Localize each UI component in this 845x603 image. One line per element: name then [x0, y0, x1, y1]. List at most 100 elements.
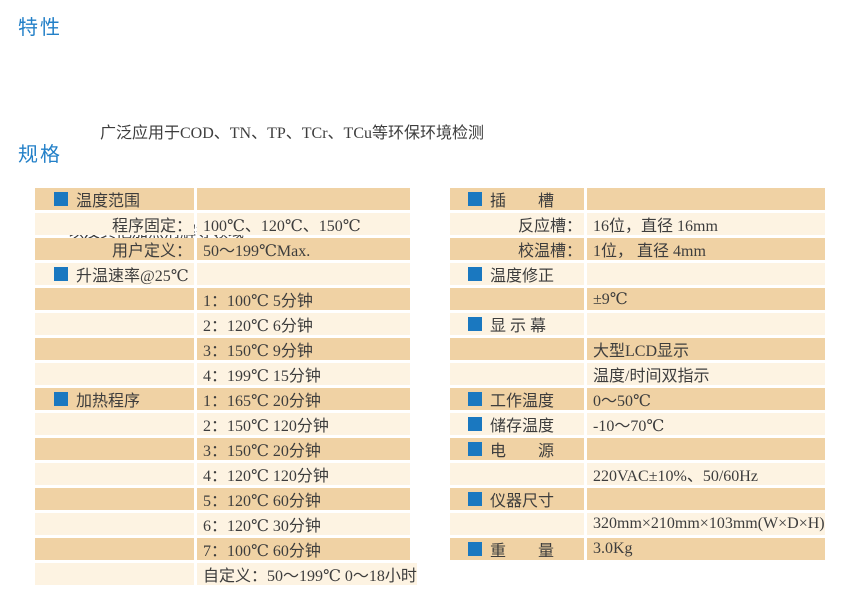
- right-spec-row-11-label-cell: 电 源: [450, 438, 584, 460]
- left-spec-row-5: 1：100℃ 5分钟: [35, 288, 410, 310]
- right-spec-row-7: 大型LCD显示: [450, 338, 825, 360]
- right-spec-row-15-label: 重 量: [490, 543, 555, 560]
- left-spec-row-6: 2：120℃ 6分钟: [35, 313, 410, 335]
- right-spec-row-12: 220VAC±10%、50/60Hz: [450, 463, 825, 485]
- specs-section-title: 规格: [18, 144, 62, 166]
- right-spec-row-5: ±9℃: [450, 288, 825, 310]
- right-spec-row-8: 温度/时间双指示: [450, 363, 825, 385]
- right-spec-row-6-label-cell: 显 示 幕: [450, 313, 584, 335]
- left-spec-row-9-value: 1：165℃ 20分钟: [197, 388, 410, 410]
- left-spec-row-14-value: 6：120℃ 30分钟: [197, 513, 410, 535]
- right-spec-row-6-value: [587, 313, 825, 335]
- right-spec-row-9-label-cell: 工作温度: [450, 388, 584, 410]
- left-spec-row-16: 自定义：50～199℃ 0～18小时: [35, 563, 417, 585]
- left-spec-row-14: 6：120℃ 30分钟: [35, 513, 410, 535]
- right-spec-row-12-value: 220VAC±10%、50/60Hz: [587, 463, 825, 485]
- right-spec-row-4-value: [587, 263, 825, 285]
- blue-square-bullet-icon: [54, 392, 68, 406]
- right-spec-row-5-label-cell: [450, 288, 584, 310]
- right-spec-row-9-value: 0～50℃: [587, 388, 825, 410]
- left-spec-row-8-value: 4：199℃ 15分钟: [197, 363, 410, 385]
- blue-square-bullet-icon: [468, 267, 482, 281]
- right-spec-row-9-label: 工作温度: [490, 393, 555, 410]
- right-spec-row-4: 温度修正: [450, 263, 825, 285]
- left-spec-row-11-label-cell: [35, 438, 194, 460]
- right-spec-row-1-value: [587, 188, 825, 210]
- left-spec-row-3-value: 50～199℃Max.: [197, 238, 410, 260]
- right-spec-row-12-label-cell: [450, 463, 584, 485]
- blue-square-bullet-icon: [54, 267, 68, 281]
- right-spec-row-6: 显 示 幕: [450, 313, 825, 335]
- right-spec-row-5-value: ±9℃: [587, 288, 825, 310]
- right-spec-row-10-value: -10～70℃: [587, 413, 825, 435]
- left-spec-row-3-label: 用户定义：: [111, 243, 192, 260]
- right-spec-row-15-label-cell: 重 量: [450, 538, 584, 560]
- left-spec-row-2-value: 100℃、120℃、150℃: [197, 213, 410, 235]
- left-spec-row-15-value: 7：100℃ 60分钟: [197, 538, 410, 560]
- left-spec-row-4-value: [197, 263, 410, 285]
- right-spec-row-3-label: 校温槽：: [517, 243, 582, 260]
- right-spec-row-13-label: 仪器尺寸: [490, 493, 555, 510]
- left-spec-row-14-label-cell: [35, 513, 194, 535]
- left-spec-row-10-value: 2：150℃ 120分钟: [197, 413, 410, 435]
- right-spec-row-11: 电 源: [450, 438, 825, 460]
- left-spec-row-2: 程序固定： 100℃、120℃、150℃: [35, 213, 410, 235]
- left-spec-row-7: 3：150℃ 9分钟: [35, 338, 410, 360]
- blue-square-bullet-icon: [468, 492, 482, 506]
- features-line-1: 广泛应用于COD、TN、TP、TCr、TCu等环保环境检测: [100, 125, 485, 142]
- right-spec-row-6-label: 显 示 幕: [490, 318, 547, 335]
- right-spec-row-1: 插 槽: [450, 188, 825, 210]
- spec-table-temperature-programs: 温度范围程序固定： 100℃、120℃、150℃ 用户定义： 50～199℃Max. 升…: [35, 188, 417, 588]
- left-spec-row-8: 4：199℃ 15分钟: [35, 363, 410, 385]
- left-spec-row-10-label-cell: [35, 413, 194, 435]
- right-spec-row-1-label-cell: 插 槽: [450, 188, 584, 210]
- left-spec-row-11: 3：150℃ 20分钟: [35, 438, 410, 460]
- left-spec-row-15: 7：100℃ 60分钟: [35, 538, 410, 560]
- right-spec-row-11-label: 电 源: [490, 443, 555, 460]
- features-section-title: 特性: [18, 17, 62, 39]
- blue-square-bullet-icon: [54, 192, 68, 206]
- right-spec-row-10: 储存温度 -10～70℃: [450, 413, 825, 435]
- blue-square-bullet-icon: [468, 192, 482, 206]
- right-spec-row-9: 工作温度 0～50℃: [450, 388, 825, 410]
- right-spec-row-7-value: 大型LCD显示: [587, 338, 825, 360]
- right-spec-row-14: 320mm×210mm×103mm(W×D×H): [450, 513, 825, 535]
- right-spec-row-2-label: 反应槽：: [517, 218, 582, 235]
- left-spec-row-13-value: 5：120℃ 60分钟: [197, 488, 410, 510]
- blue-square-bullet-icon: [468, 442, 482, 456]
- left-spec-row-13: 5：120℃ 60分钟: [35, 488, 410, 510]
- left-spec-row-12: 4：120℃ 120分钟: [35, 463, 410, 485]
- right-spec-row-14-label-cell: [450, 513, 584, 535]
- left-spec-row-7-label-cell: [35, 338, 194, 360]
- left-spec-row-9-label-cell: 加热程序: [35, 388, 194, 410]
- left-spec-row-1: 温度范围: [35, 188, 410, 210]
- right-spec-row-13: 仪器尺寸: [450, 488, 825, 510]
- left-spec-row-11-value: 3：150℃ 20分钟: [197, 438, 410, 460]
- right-spec-row-14-value: 320mm×210mm×103mm(W×D×H): [587, 513, 825, 535]
- left-spec-row-4-label-cell: 升温速率@25℃: [35, 263, 194, 285]
- blue-square-bullet-icon: [468, 317, 482, 331]
- left-spec-row-9-label: 加热程序: [76, 393, 141, 410]
- left-spec-row-2-label-cell: 程序固定：: [35, 213, 194, 235]
- left-spec-row-6-label-cell: [35, 313, 194, 335]
- right-spec-row-7-label-cell: [450, 338, 584, 360]
- left-spec-row-12-label-cell: [35, 463, 194, 485]
- right-spec-row-1-label: 插 槽: [490, 193, 555, 210]
- left-spec-row-1-label-cell: 温度范围: [35, 188, 194, 210]
- right-spec-row-13-value: [587, 488, 825, 510]
- left-spec-row-13-label-cell: [35, 488, 194, 510]
- spec-table-hardware: 插 槽反应槽： 16位，直径 16mm 校温槽： 1位， 直径 4mm 温度修正 ±9℃ 显…: [450, 188, 825, 563]
- left-spec-row-5-label-cell: [35, 288, 194, 310]
- right-spec-row-13-label-cell: 仪器尺寸: [450, 488, 584, 510]
- right-spec-row-2: 反应槽： 16位，直径 16mm: [450, 213, 825, 235]
- right-spec-row-3-value: 1位， 直径 4mm: [587, 238, 825, 260]
- left-spec-row-9: 加热程序 1：165℃ 20分钟: [35, 388, 410, 410]
- right-spec-row-2-label-cell: 反应槽：: [450, 213, 584, 235]
- left-spec-row-3-label-cell: 用户定义：: [35, 238, 194, 260]
- left-spec-row-6-value: 2：120℃ 6分钟: [197, 313, 410, 335]
- left-spec-row-8-label-cell: [35, 363, 194, 385]
- left-spec-row-1-label: 温度范围: [76, 193, 141, 210]
- left-spec-row-4: 升温速率@25℃: [35, 263, 410, 285]
- right-spec-row-8-label-cell: [450, 363, 584, 385]
- right-spec-row-15: 重 量 3.0Kg: [450, 538, 825, 560]
